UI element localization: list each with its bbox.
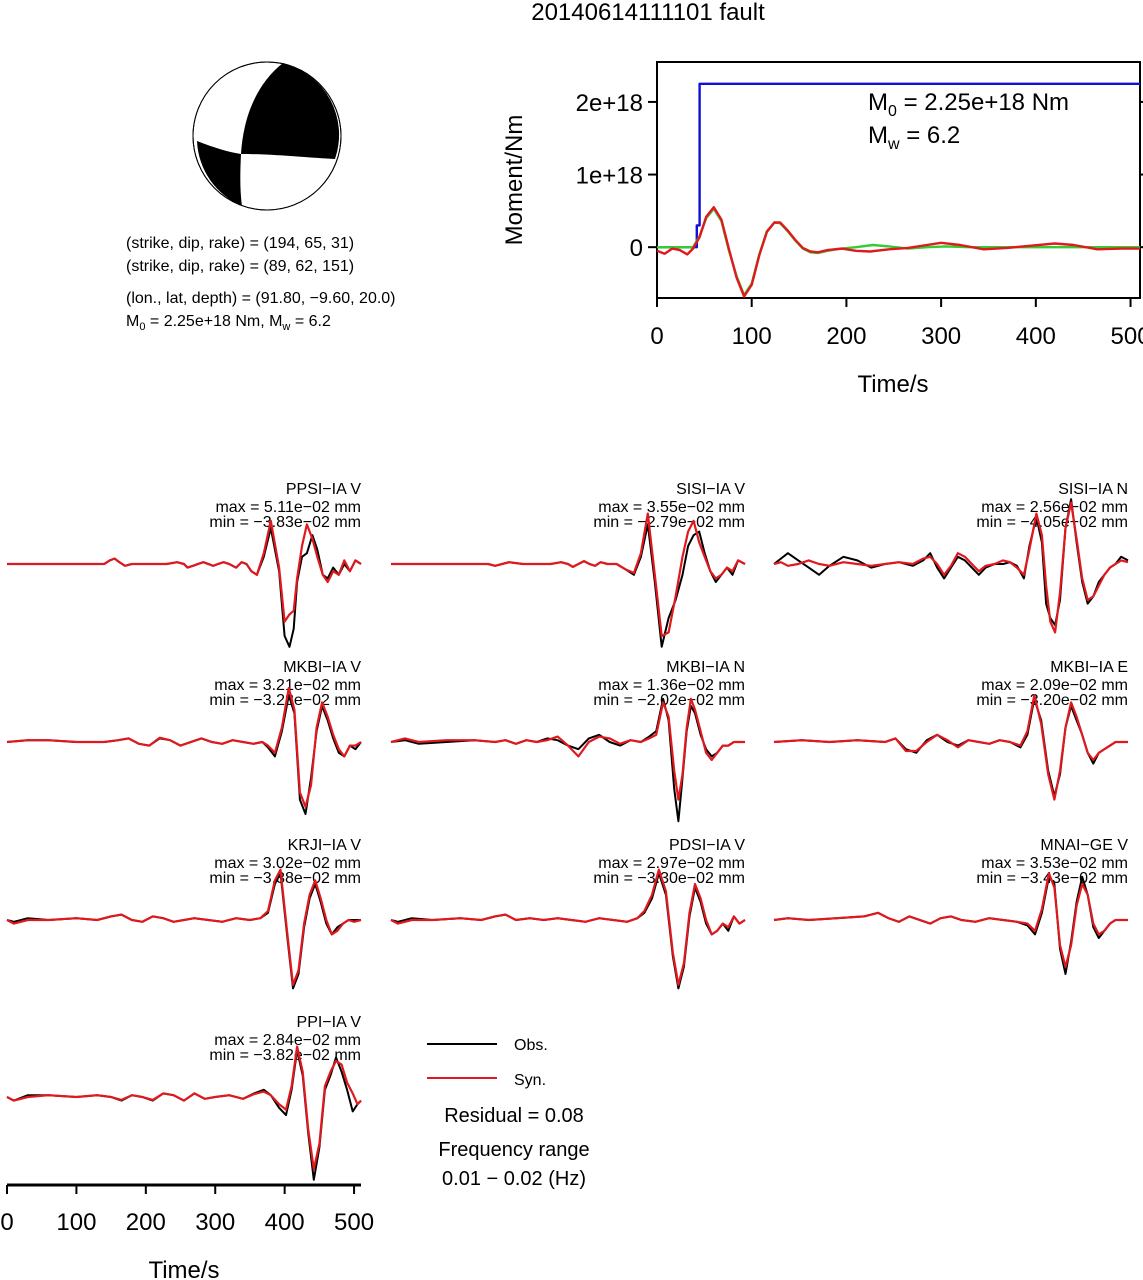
moment-axis-ticks: 0 100 200 300 400 500 0 1e+18 2e+18 — [576, 90, 1143, 350]
figure-title: 20140614111101 fault — [531, 0, 765, 26]
observed-trace — [390, 872, 746, 990]
moment-xtick-label: 500 — [1111, 323, 1143, 350]
magnitude-summary: M0 = 2.25e+18 Nm, Mw = 6.2 — [126, 313, 331, 333]
beachball-quadrant-lower-left — [197, 141, 242, 206]
station-max: max = 2.09e−02 mm — [981, 677, 1128, 694]
moment-xtick-label: 200 — [826, 323, 866, 350]
moment-rate-panel: 0 100 200 300 400 500 0 1e+18 2e+18 Moment/Nm Ti… — [501, 61, 1143, 398]
station-min: min = −3.38e−02 mm — [209, 870, 361, 887]
waveform-xtick-label: 500 — [334, 1209, 374, 1236]
station-name: SISI−IA N — [1058, 481, 1128, 498]
station-min: min = −2.79e−02 mm — [593, 514, 745, 531]
waveform-time-axis: 0 100 200 300 400 500 Time/s — [0, 1183, 374, 1280]
station-name: MKBI−IA N — [666, 659, 745, 676]
moment-mw-annotation: Mw = 6.2 — [868, 122, 960, 153]
observed-trace — [390, 697, 745, 823]
moment-m0-annotation: M0 = 2.25e+18 Nm — [868, 89, 1069, 120]
moment-plot-frame — [656, 61, 1141, 299]
station-name: MNAI−GE V — [1040, 837, 1128, 854]
station-name: PPSI−IA V — [286, 481, 361, 498]
nodal-plane-2: (strike, dip, rake) = (89, 62, 151) — [126, 258, 354, 275]
synthetic-trace — [6, 686, 362, 808]
waveform-xlabel: Time/s — [148, 1257, 219, 1280]
legend: Obs. Syn. Residual = 0.08 Frequency rang… — [427, 1037, 590, 1190]
station-min: min = −3.43e−02 mm — [976, 870, 1128, 887]
station-max: max = 3.02e−02 mm — [214, 855, 361, 872]
station-min: min = −2.02e−02 mm — [593, 692, 745, 709]
waveform-axis-ticks: 0 100 200 300 400 500 — [0, 1185, 374, 1236]
moment-xtick-label: 0 — [650, 323, 663, 350]
station-min: min = −3.82e−02 mm — [209, 1047, 361, 1064]
station-max: max = 1.36e−02 mm — [598, 677, 745, 694]
station-min: min = −3.83e−02 mm — [209, 514, 361, 531]
station-max: max = 5.11e−02 mm — [215, 499, 361, 516]
station-min: min = −3.30e−02 mm — [593, 870, 745, 887]
station-name: MKBI−IA V — [283, 659, 361, 676]
focal-mechanism — [192, 61, 342, 211]
legend-syn-label: Syn. — [514, 1072, 546, 1089]
synthetic-trace — [773, 872, 1128, 968]
moment-rate-syn-line — [656, 205, 1140, 298]
synthetic-trace — [6, 868, 362, 986]
moment-xtick-label: 400 — [1016, 323, 1056, 350]
moment-ytick-label: 1e+18 — [576, 163, 643, 190]
station-min: min = −4.05e−02 mm — [976, 514, 1128, 531]
station-name: SISI−IA V — [676, 481, 745, 498]
legend-obs-label: Obs. — [514, 1037, 548, 1054]
residual-text: Residual = 0.08 — [444, 1105, 584, 1127]
moment-xtick-label: 100 — [732, 323, 772, 350]
synthetic-trace — [7, 519, 362, 623]
observed-trace — [7, 527, 362, 648]
synthetic-trace — [6, 1045, 362, 1171]
waveform-xtick-label: 200 — [126, 1209, 166, 1236]
synthetic-trace — [391, 512, 746, 638]
waveform-xtick-label: 300 — [195, 1209, 235, 1236]
station-min: min = −3.20e−02 mm — [976, 692, 1128, 709]
station-name: PPI−IA V — [297, 1014, 362, 1031]
moment-xlabel: Time/s — [857, 371, 928, 398]
moment-ylabel: Moment/Nm — [501, 115, 528, 246]
station-name: KRJI−IA V — [288, 837, 362, 854]
moment-series-group — [656, 82, 1140, 298]
synthetic-trace — [390, 697, 745, 801]
station-name: PDSI−IA V — [669, 837, 745, 854]
waveform-xtick-label: 100 — [56, 1209, 96, 1236]
station-name: MKBI−IA E — [1050, 659, 1128, 676]
station-max: max = 3.55e−02 mm — [598, 499, 745, 516]
moment-ytick-label: 0 — [630, 235, 643, 262]
beachball-outline — [192, 61, 342, 211]
observed-trace — [6, 872, 361, 990]
beachball-quadrant-upper-right — [241, 63, 340, 159]
moment-xtick-label: 300 — [921, 323, 961, 350]
station-max: max = 3.21e−02 mm — [214, 677, 361, 694]
station-max: max = 2.84e−02 mm — [214, 1032, 361, 1049]
mechanism-info: (strike, dip, rake) = (194, 65, 31) (str… — [126, 235, 396, 333]
synthetic-trace — [773, 694, 1128, 801]
nodal-plane-1: (strike, dip, rake) = (194, 65, 31) — [126, 235, 354, 252]
frequency-title: Frequency range — [438, 1139, 589, 1161]
station-max: max = 2.56e−02 mm — [981, 499, 1128, 516]
synthetic-trace — [773, 501, 1129, 634]
waveform-xtick-label: 0 — [0, 1209, 13, 1236]
station-max: max = 3.53e−02 mm — [981, 855, 1128, 872]
waveform-xtick-label: 400 — [265, 1209, 305, 1236]
synthetic-trace — [390, 868, 746, 986]
location-depth: (lon., lat, depth) = (91.80, −9.60, 20.0… — [126, 290, 396, 307]
frequency-value: 0.01 − 0.02 (Hz) — [442, 1168, 586, 1190]
observed-trace — [391, 523, 746, 648]
station-max: max = 2.97e−02 mm — [598, 855, 745, 872]
moment-ytick-label: 2e+18 — [576, 90, 643, 117]
